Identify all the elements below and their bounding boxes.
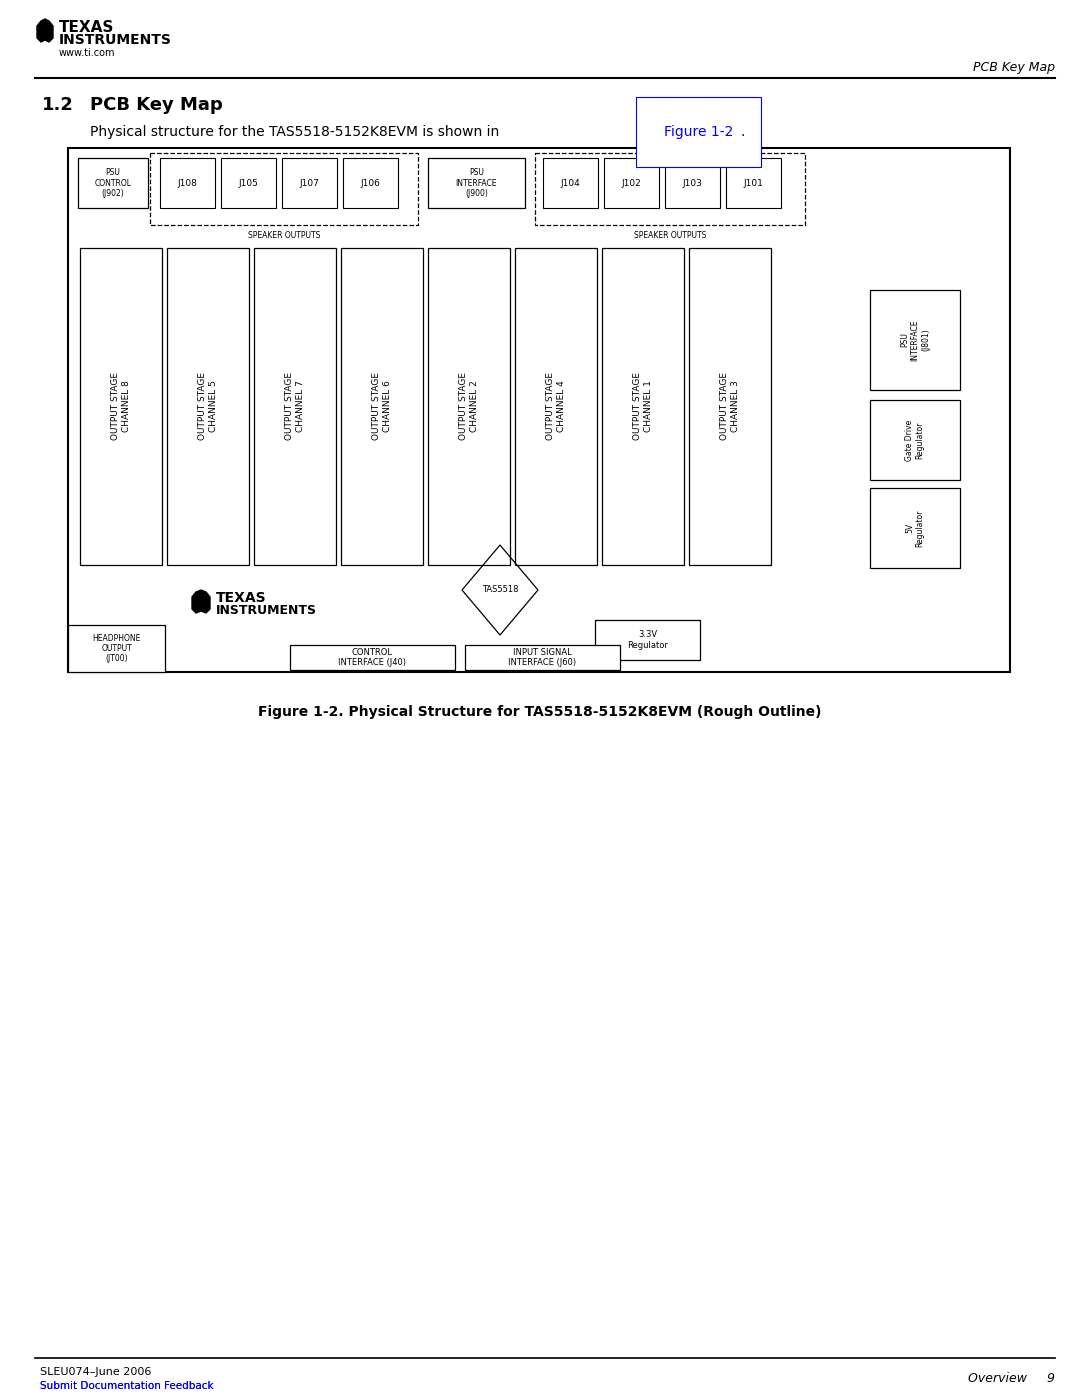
Bar — [870, 488, 960, 569]
Bar — [428, 158, 525, 208]
Text: TEXAS: TEXAS — [59, 21, 114, 35]
Bar — [160, 158, 215, 208]
Bar — [604, 158, 659, 208]
Text: OUTPUT STAGE
CHANNEL 5: OUTPUT STAGE CHANNEL 5 — [199, 373, 218, 440]
Text: SPEAKER OUTPUTS: SPEAKER OUTPUTS — [634, 231, 706, 240]
Text: OUTPUT STAGE
CHANNEL 1: OUTPUT STAGE CHANNEL 1 — [633, 373, 652, 440]
Text: 3.3V
Regulator: 3.3V Regulator — [627, 630, 667, 650]
Text: OUTPUT STAGE
CHANNEL 8: OUTPUT STAGE CHANNEL 8 — [111, 373, 131, 440]
Bar — [221, 158, 276, 208]
Polygon shape — [192, 590, 210, 613]
Text: OUTPUT STAGE
CHANNEL 6: OUTPUT STAGE CHANNEL 6 — [373, 373, 392, 440]
Bar — [602, 249, 684, 564]
Text: OUTPUT STAGE
CHANNEL 2: OUTPUT STAGE CHANNEL 2 — [459, 373, 478, 440]
Text: Physical structure for the TAS5518-5152K8EVM is shown in: Physical structure for the TAS5518-5152K… — [90, 124, 503, 138]
Text: www.ti.com: www.ti.com — [58, 47, 116, 59]
Bar — [68, 148, 1010, 672]
Polygon shape — [37, 20, 53, 42]
Text: J107: J107 — [299, 179, 320, 187]
Bar — [870, 291, 960, 390]
Text: J108: J108 — [177, 179, 198, 187]
Text: PSU
INTERFACE
(J900): PSU INTERFACE (J900) — [456, 168, 497, 198]
Text: J106: J106 — [361, 179, 380, 187]
Bar — [167, 249, 249, 564]
Bar — [428, 249, 510, 564]
Text: Submit Documentation Feedback: Submit Documentation Feedback — [40, 1382, 214, 1391]
Text: J105: J105 — [239, 179, 258, 187]
Text: Overview     9: Overview 9 — [968, 1372, 1055, 1384]
Bar — [726, 158, 781, 208]
Bar — [535, 154, 805, 225]
Bar — [543, 158, 598, 208]
Bar — [665, 158, 720, 208]
Text: Gate Drive
Regulator: Gate Drive Regulator — [905, 419, 924, 461]
Text: TAS5518: TAS5518 — [482, 585, 518, 595]
Bar — [870, 400, 960, 481]
Text: J102: J102 — [622, 179, 642, 187]
Text: SPEAKER OUTPUTS: SPEAKER OUTPUTS — [247, 231, 320, 240]
Text: INSTRUMENTS: INSTRUMENTS — [59, 34, 172, 47]
Bar — [68, 624, 165, 672]
Bar — [515, 249, 597, 564]
Bar — [291, 645, 455, 671]
Text: CONTROL
INTERFACE (J40): CONTROL INTERFACE (J40) — [338, 648, 406, 668]
Text: 1.2: 1.2 — [42, 96, 73, 115]
Text: PSU
INTERFACE
(J801): PSU INTERFACE (J801) — [900, 320, 930, 360]
Text: J101: J101 — [743, 179, 764, 187]
Bar — [465, 645, 620, 671]
Text: 5V
Regulator: 5V Regulator — [905, 510, 924, 546]
Bar — [341, 249, 423, 564]
Bar — [595, 620, 700, 659]
Text: SLEU074–June 2006: SLEU074–June 2006 — [40, 1368, 151, 1377]
Text: PCB Key Map: PCB Key Map — [90, 96, 222, 115]
Text: J103: J103 — [683, 179, 702, 187]
Text: .: . — [740, 124, 744, 138]
Text: Figure 1-2: Figure 1-2 — [664, 124, 733, 138]
Text: J104: J104 — [561, 179, 580, 187]
Bar — [689, 249, 771, 564]
Text: OUTPUT STAGE
CHANNEL 7: OUTPUT STAGE CHANNEL 7 — [285, 373, 305, 440]
Text: TEXAS: TEXAS — [216, 591, 267, 605]
Text: INPUT SIGNAL
INTERFACE (J60): INPUT SIGNAL INTERFACE (J60) — [509, 648, 577, 668]
Text: PCB Key Map: PCB Key Map — [973, 61, 1055, 74]
Bar — [150, 154, 418, 225]
Bar — [254, 249, 336, 564]
Bar — [78, 158, 148, 208]
Text: OUTPUT STAGE
CHANNEL 3: OUTPUT STAGE CHANNEL 3 — [720, 373, 740, 440]
Text: Submit Documentation Feedback: Submit Documentation Feedback — [40, 1382, 214, 1391]
Bar — [343, 158, 399, 208]
Text: OUTPUT STAGE
CHANNEL 4: OUTPUT STAGE CHANNEL 4 — [546, 373, 566, 440]
Text: Figure 1-2. Physical Structure for TAS5518-5152K8EVM (Rough Outline): Figure 1-2. Physical Structure for TAS55… — [258, 705, 822, 719]
Bar — [282, 158, 337, 208]
Bar — [80, 249, 162, 564]
Text: INSTRUMENTS: INSTRUMENTS — [216, 604, 318, 616]
Text: PSU
CONTROL
(J902): PSU CONTROL (J902) — [95, 168, 132, 198]
Text: HEADPHONE
OUTPUT
(JT00): HEADPHONE OUTPUT (JT00) — [92, 634, 140, 664]
